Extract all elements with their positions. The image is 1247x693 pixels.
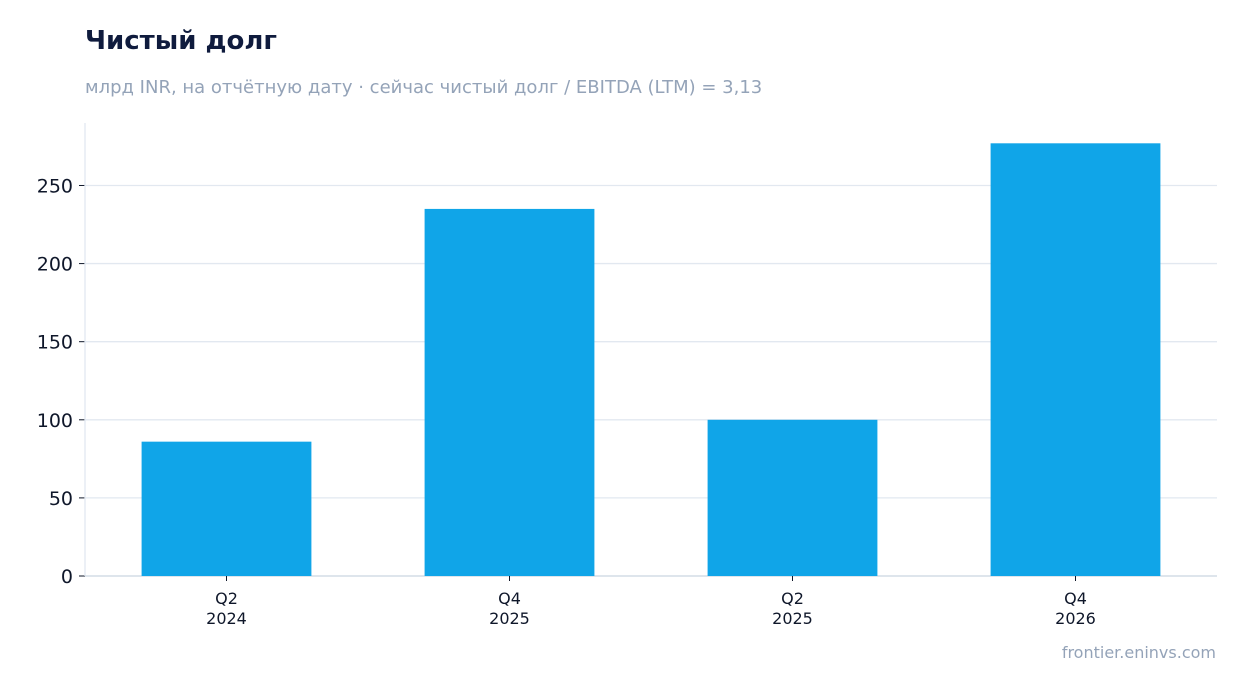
x-tick-label: Q4 — [1064, 589, 1087, 608]
source-credit: frontier.eninvs.com — [1061, 643, 1216, 662]
chart-subtitle: млрд INR, на отчётную дату · сейчас чист… — [85, 77, 763, 98]
y-tick-label: 0 — [61, 566, 73, 588]
y-tick-label: 150 — [37, 332, 73, 354]
bar — [990, 143, 1161, 577]
bar — [141, 441, 312, 576]
y-tick-label: 100 — [37, 410, 73, 432]
x-tick-label: Q4 — [498, 589, 521, 608]
y-tick-label: 200 — [37, 254, 73, 276]
y-tick-label: 250 — [37, 175, 73, 197]
x-tick-label: Q2 — [215, 589, 238, 608]
x-tick-label: 2025 — [489, 609, 530, 628]
chart-title: Чистый долг — [85, 26, 277, 56]
bar — [424, 208, 595, 576]
x-tick-label: 2026 — [1055, 609, 1096, 628]
x-tick-label: 2024 — [206, 609, 247, 628]
y-tick-label: 50 — [49, 488, 73, 510]
x-tick-label: 2025 — [772, 609, 813, 628]
bar — [707, 419, 878, 576]
x-tick-label: Q2 — [781, 589, 804, 608]
